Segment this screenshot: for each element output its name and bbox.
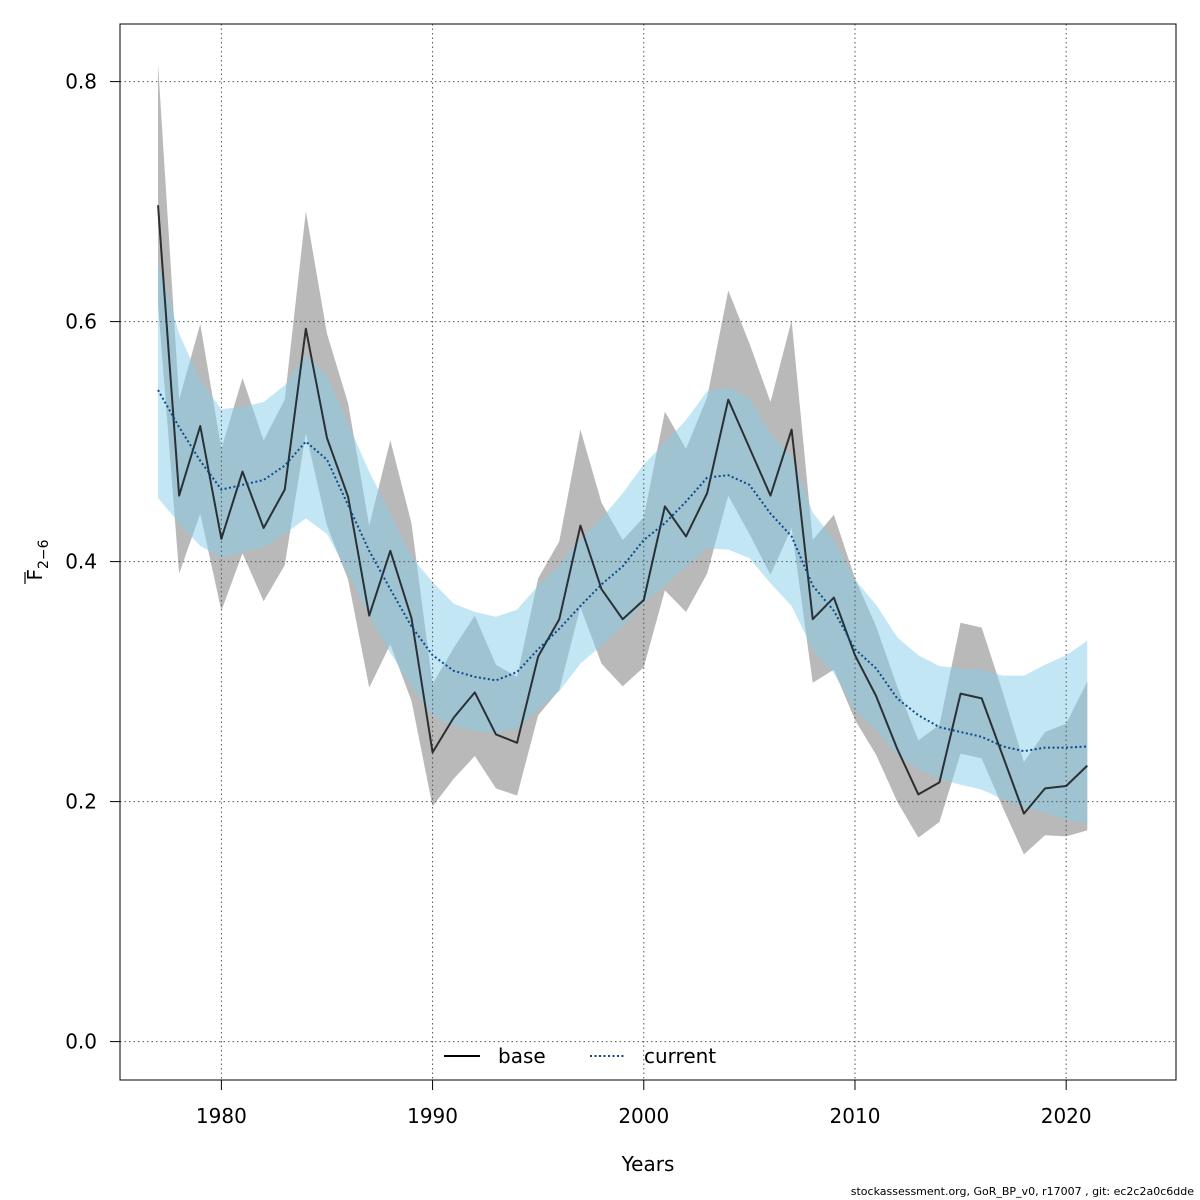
y-tick-label: 0.8 xyxy=(65,70,97,94)
grid xyxy=(120,24,1176,1080)
band-current xyxy=(158,261,1088,824)
y-axis-title: F2−6 xyxy=(23,539,52,584)
x-tick-label: 2010 xyxy=(830,1104,881,1128)
legend-label-current: current xyxy=(644,1044,716,1068)
x-tick-label: 1990 xyxy=(407,1104,458,1128)
x-tick-label: 2000 xyxy=(618,1104,669,1128)
legend-label-base: base xyxy=(498,1044,546,1068)
y-axis-title-main: F xyxy=(23,569,47,581)
footer-note: stockassessment.org, GoR_BP_v0, r17007 ,… xyxy=(850,1185,1194,1198)
x-tick-label: 1980 xyxy=(196,1104,247,1128)
x-axis-title: Years xyxy=(621,1152,675,1176)
series-line-base xyxy=(157,205,1088,815)
series-line-current xyxy=(157,389,1088,753)
axes: 1980 1990 2000 2010 2020 0.0 0.2 0.4 0.6 0.8 Years… xyxy=(23,23,1177,1176)
plot-frame xyxy=(119,23,1177,1081)
y-tick-label: 0.4 xyxy=(65,550,97,574)
y-tick-label: 0.6 xyxy=(65,310,97,334)
y-axis-title-text: F2−6 xyxy=(23,539,52,580)
series-lines xyxy=(157,205,1088,815)
x-tick-label: 2020 xyxy=(1041,1104,1092,1128)
legend: base current xyxy=(444,1044,716,1068)
y-tick-label: 0.0 xyxy=(65,1030,97,1054)
y-tick-label: 0.2 xyxy=(65,790,97,814)
confidence-bands xyxy=(158,63,1088,855)
y-axis-title-sub: 2−6 xyxy=(36,539,52,569)
